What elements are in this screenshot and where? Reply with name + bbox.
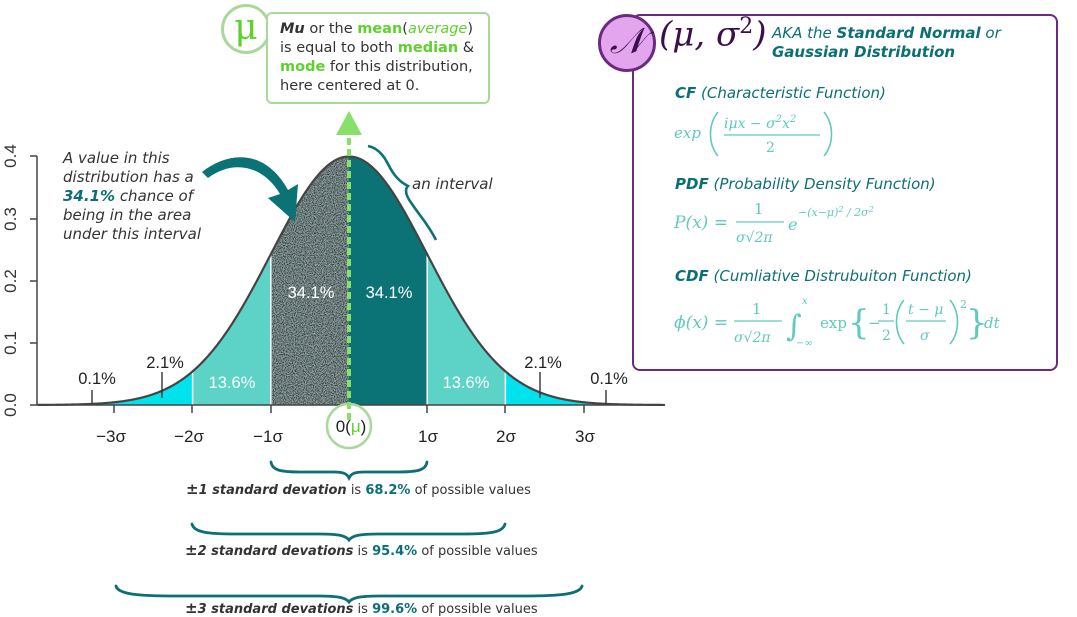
y-tick-0: 0.0 [1,393,20,417]
cdf-formula: ϕ(x) = 1 σ√2π ∫ x −∞ exp { − 1 2 t − μ σ… [674,296,1001,349]
svg-text:P(x) =: P(x) = [673,213,728,233]
y-tick-3: 0.3 [1,207,20,231]
svg-text:{: { [848,303,870,343]
label-first-right: 13.6% [443,374,490,392]
svg-text:−∞: −∞ [796,338,813,349]
brace-2sd [190,522,507,543]
x-tick-labels: −3σ −2σ −1σ 1σ 2σ 3σ [96,427,595,446]
bell-curve [37,155,665,407]
svg-text:34.1% chance of: 34.1% chance of [63,187,196,205]
svg-text:σ: σ [920,328,930,344]
label-center-left: 34.1% [288,284,335,302]
svg-text:A value in this: A value in this [62,149,170,167]
svg-text:2: 2 [766,140,775,156]
sd-dividers [191,255,507,405]
mu-symbol-circle: μ [221,4,271,54]
label-first-left: 13.6% [209,374,256,392]
svg-text:exp: exp [820,314,847,332]
region-center-right [349,156,428,405]
label-second-left: 2.1% [146,354,184,372]
label-center-right: 34.1% [366,284,413,302]
x-tick-plus2: 2σ [496,427,516,446]
svg-text:1: 1 [882,302,891,318]
svg-text:t − μ: t − μ [908,302,943,318]
svg-text:−(x−μ)2 / 2σ2: −(x−μ)2 / 2σ2 [798,205,874,219]
mean-word: mean [357,21,403,37]
brace-3sd [114,584,584,605]
label-tail-left: 0.1% [78,370,116,388]
mode-word: mode [280,59,326,75]
center-label: 0(μ) [336,417,367,436]
x-tick-minus2: −2σ [174,427,204,446]
median-word: median [397,40,459,56]
interval-label: an interval [412,175,493,193]
cdf-heading: CDF (Cumliative Distrubuiton Function) [675,267,972,285]
std-dev-label-2: ±2 standard devations is 95.4% of possib… [185,541,538,559]
cf-formula: exp iμx − σ2x2 2 [674,111,833,157]
std-dev-braces [114,460,584,605]
y-axis: 0.0 0.1 0.2 0.3 0.4 [1,144,38,417]
svg-text:1: 1 [752,300,762,318]
svg-text:being in the area: being in the area [63,206,191,224]
svg-text:dt: dt [984,314,1001,332]
svg-text:−: − [868,314,881,332]
std-dev-label-1: ±1 standard devation is 68.2% of possibl… [186,480,531,498]
std-dev-label-3: ±3 standard devations is 99.6% of possib… [185,599,538,617]
cf-heading: CF (Characteristic Function) [675,84,886,102]
region-tail-left [37,371,193,405]
svg-text:under this interval: under this interval [63,225,202,243]
svg-text:ϕ(x) =: ϕ(x) = [674,313,728,333]
svg-text:2: 2 [960,298,967,311]
mu-word: Mu [280,21,305,37]
interval-annotation: A value in this distribution has a 34.1%… [62,149,202,243]
region-tail-right [505,371,666,405]
aka-text: AKA the Standard Normal or Gaussian Dist… [772,24,1001,61]
svg-text:e: e [788,215,797,234]
x-tick-plus3: 3σ [575,427,595,446]
y-tick-4: 0.4 [1,144,20,168]
brace-1sd [269,460,429,482]
label-second-right: 2.1% [524,354,562,372]
formula-panel [632,14,1058,371]
svg-text:distribution has a: distribution has a [63,168,194,186]
svg-text:exp: exp [674,124,701,142]
x-tick-minus3: −3σ [96,427,126,446]
svg-text:σ√2π: σ√2π [736,230,773,246]
x-tick-marks [113,405,585,413]
normal-symbol-circle: 𝒩 [598,14,656,72]
y-tick-1: 0.1 [1,331,20,355]
pdf-heading: PDF (Probability Density Function) [675,175,936,193]
svg-text:iμx − σ2x2: iμx − σ2x2 [724,114,796,132]
curved-arrow-icon [202,157,298,222]
mu-callout-box: Mu or the mean(average) is equal to both… [266,12,490,104]
x-tick-plus1: 1σ [418,427,438,446]
svg-text:∫: ∫ [786,309,802,344]
svg-text:1: 1 [754,200,764,218]
mean-arrow-head [336,111,362,135]
pdf-formula: P(x) = 1 σ√2π e −(x−μ)2 / 2σ2 [673,200,874,246]
svg-text:2: 2 [882,328,891,344]
label-tail-right: 0.1% [590,370,628,388]
percent-callout-lines [91,372,607,404]
normal-symbol: 𝒩 [609,21,645,62]
interval-brace [367,144,438,241]
y-tick-2: 0.2 [1,269,20,293]
mu-symbol: μ [234,7,258,48]
x-tick-minus1: −1σ [253,427,283,446]
svg-text:}: } [966,303,988,343]
svg-text:σ√2π: σ√2π [734,330,771,346]
svg-text:x: x [802,296,808,307]
normal-params: (μ, σ2) [659,14,767,55]
